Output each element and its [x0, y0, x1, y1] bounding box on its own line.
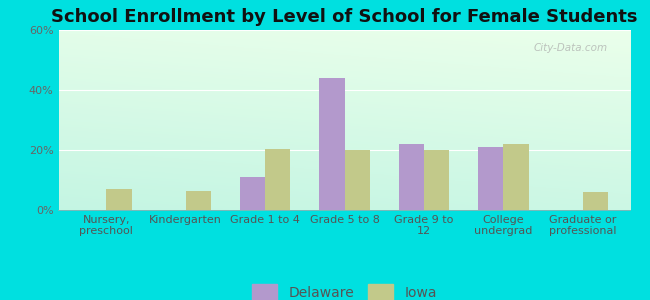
Bar — [583, 192, 608, 210]
Bar — [424, 150, 449, 210]
Bar — [503, 144, 529, 210]
Legend: Delaware, Iowa: Delaware, Iowa — [246, 277, 443, 300]
Text: City-Data.com: City-Data.com — [534, 43, 608, 52]
Bar — [319, 78, 344, 210]
Bar — [106, 189, 131, 210]
Bar — [344, 150, 370, 210]
Bar — [398, 144, 424, 210]
Bar — [478, 147, 503, 210]
Bar — [240, 177, 265, 210]
Title: School Enrollment by Level of School for Female Students: School Enrollment by Level of School for… — [51, 8, 638, 26]
Bar — [186, 190, 211, 210]
Bar — [265, 148, 291, 210]
